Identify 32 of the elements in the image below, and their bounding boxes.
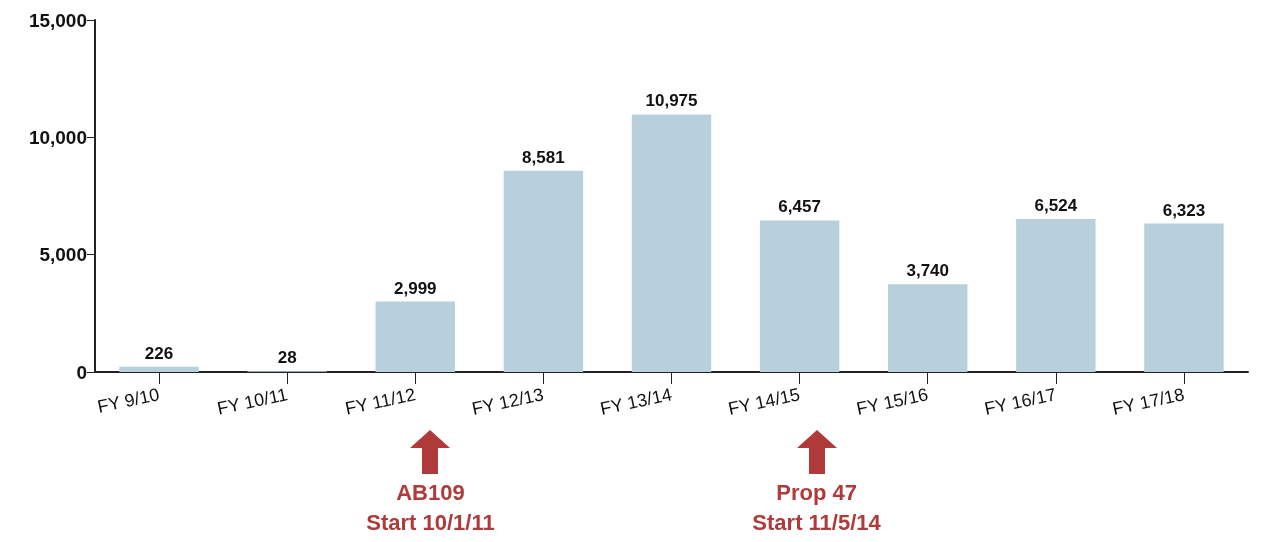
bar bbox=[759, 220, 840, 372]
x-tick-label: FY 12/13 bbox=[470, 384, 546, 419]
x-tick-label: FY 9/10 bbox=[95, 384, 162, 417]
y-tick-label: 10,000 bbox=[28, 126, 87, 148]
bar bbox=[119, 366, 199, 372]
x-tick-label: FY 16/17 bbox=[982, 384, 1058, 419]
data-label: 3,740 bbox=[906, 261, 949, 281]
text: Prop 47 Start 11/5/14 bbox=[751, 479, 882, 537]
data-label: 2,999 bbox=[394, 278, 437, 298]
data-label: 226 bbox=[144, 343, 174, 363]
data-label: 6,323 bbox=[1162, 200, 1206, 220]
data-label: 6,524 bbox=[1034, 195, 1078, 215]
x-tick-label: FY 10/11 bbox=[215, 384, 290, 419]
x-tick-label: FY 13/14 bbox=[598, 384, 674, 419]
y-tick-label: 0 bbox=[76, 361, 87, 383]
x-tick-label: FY 14/15 bbox=[726, 384, 802, 419]
bar bbox=[503, 170, 584, 372]
y-tick-label: 5,000 bbox=[39, 244, 87, 266]
x-tick-label: FY 15/16 bbox=[854, 384, 930, 419]
bar bbox=[1016, 218, 1096, 372]
x-tick-label: FY 17/18 bbox=[1110, 384, 1187, 419]
text: AB109 Start 10/1/11 bbox=[365, 479, 496, 537]
y-tick-label: 15,000 bbox=[28, 9, 87, 31]
bar bbox=[888, 284, 968, 372]
data-label: 10,975 bbox=[645, 91, 698, 111]
data-label: 8,581 bbox=[522, 147, 565, 167]
data-label: 28 bbox=[277, 348, 297, 368]
x-tick-label: FY 11/12 bbox=[343, 384, 418, 419]
bar bbox=[1144, 223, 1224, 372]
data-label: 6,457 bbox=[778, 197, 821, 217]
bar bbox=[375, 301, 455, 372]
bar bbox=[631, 114, 712, 372]
